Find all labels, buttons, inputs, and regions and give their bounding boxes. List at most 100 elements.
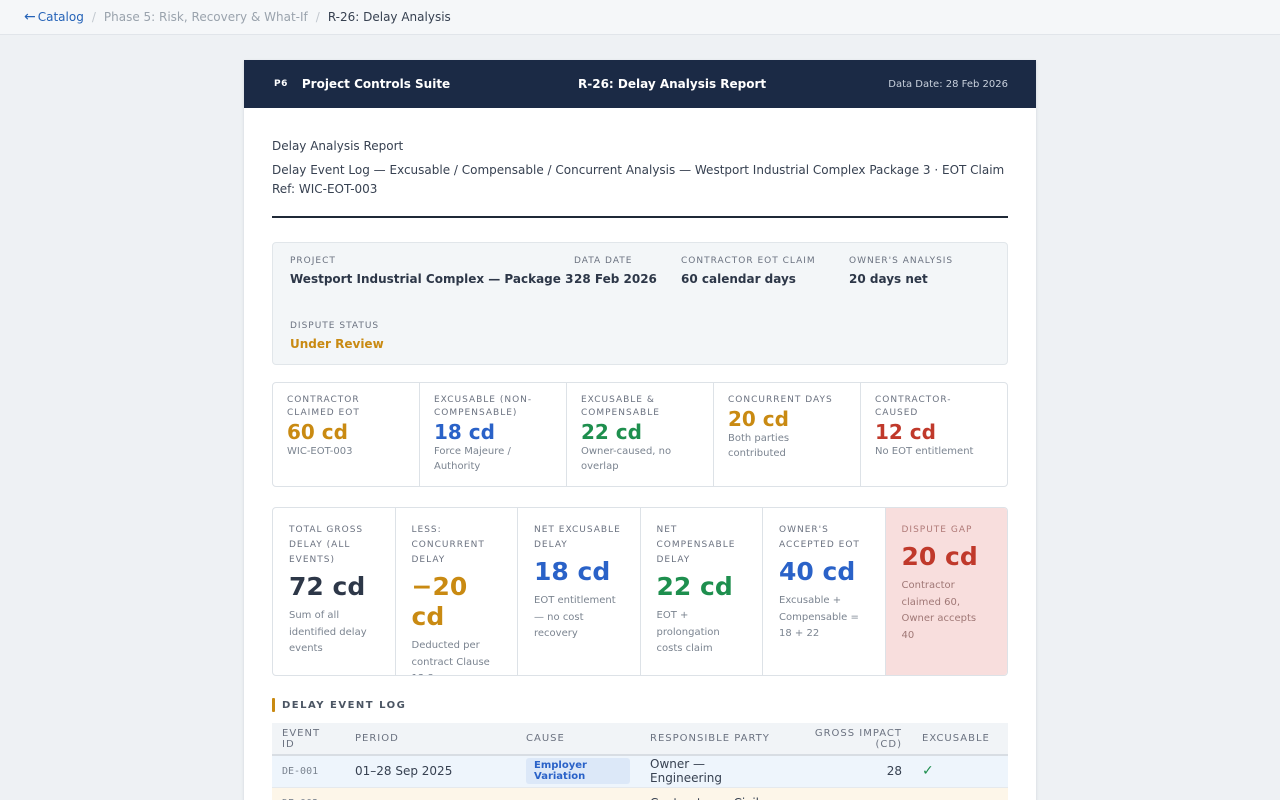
kpi-card: CONTRACTOR CLAIMED EOT 60 cd WIC-EOT-003: [273, 383, 420, 486]
info-label: DISPUTE STATUS: [290, 321, 380, 331]
calc-label: NET EXCUSABLE DELAY: [534, 525, 621, 550]
back-label: Catalog: [37, 10, 84, 24]
kpi-value: 20 cd: [728, 407, 789, 431]
check-icon: ✓: [922, 763, 934, 780]
info-label: CONTRACTOR EOT CLAIM: [681, 256, 816, 266]
kpi-summary-row: CONTRACTOR CLAIMED EOT 60 cd WIC-EOT-003…: [272, 382, 1008, 487]
kpi-label: CONCURRENT DAYS: [728, 395, 833, 405]
calc-card: TOTAL GROSS DELAY (ALL EVENTS) 72 cd Sum…: [273, 508, 396, 675]
table-header-row: EVENT ID PERIOD CAUSE RESPONSIBLE PARTY …: [272, 723, 1008, 756]
calc-value: 40 cd: [779, 557, 856, 586]
section-title-text: DELAY EVENT LOG: [282, 699, 407, 711]
header-data-date: Data Date: 28 Feb 2026: [888, 78, 1008, 90]
calc-note: EOT + prolongation costs claim: [656, 610, 720, 654]
cell-period: 01–28 Sep 2025: [345, 755, 516, 788]
delay-event-table: EVENT ID PERIOD CAUSE RESPONSIBLE PARTY …: [272, 723, 1008, 800]
column-header-cause[interactable]: CAUSE: [516, 723, 640, 756]
kpi-value: 18 cd: [434, 420, 495, 444]
section-title-delay-log: DELAY EVENT LOG: [272, 698, 1008, 712]
column-header-period[interactable]: PERIOD: [345, 723, 516, 756]
breadcrumb-current: R-26: Delay Analysis: [327, 10, 451, 24]
cell-excusable: [912, 787, 1008, 800]
info-value: Westport Industrial Complex — Package 3: [290, 272, 574, 286]
calc-label: LESS: CONCURRENT DELAY: [411, 525, 485, 565]
kpi-label: CONTRACTOR-CAUSED: [875, 395, 952, 418]
kpi-card: CONCURRENT DAYS 20 cd Both parties contr…: [714, 383, 861, 486]
column-header-gross-impact[interactable]: GROSS IMPACT (CD): [780, 723, 912, 756]
kpi-card: EXCUSABLE & COMPENSABLE 22 cd Owner-caus…: [567, 383, 714, 486]
document-title: Delay Analysis Report: [272, 139, 404, 153]
breadcrumb-separator: /: [315, 10, 320, 24]
info-owner-analysis: OWNER'S ANALYSIS 20 days net: [849, 256, 953, 286]
calc-value: 22 cd: [656, 572, 733, 601]
calc-label: NET COMPENSABLE DELAY: [656, 525, 736, 565]
suite-name: Project Controls Suite: [301, 77, 451, 91]
cell-cause: Employer Variation: [516, 755, 640, 788]
calc-label: OWNER'S ACCEPTED EOT: [779, 525, 860, 550]
section-accent-bar: [272, 698, 275, 712]
kpi-label: EXCUSABLE & COMPENSABLE: [581, 395, 660, 418]
table-row[interactable]: DE-002 Contractor — Civil: [272, 787, 1008, 800]
kpi-value: 60 cd: [287, 420, 348, 444]
info-dispute-status: DISPUTE STATUS Under Review: [290, 321, 384, 351]
calc-value: −20 cd: [411, 572, 468, 631]
report-sheet: P6 Project Controls Suite R-26: Delay An…: [244, 60, 1036, 800]
column-header-event-id[interactable]: EVENT ID: [272, 723, 345, 756]
document-subtitle: Delay Event Log — Excusable / Compensabl…: [272, 163, 1005, 196]
kpi-value: 12 cd: [875, 420, 936, 444]
kpi-note: WIC-EOT-003: [287, 446, 353, 457]
cell-gross-impact: 28: [780, 755, 912, 788]
project-info-panel: PROJECT Westport Industrial Complex — Pa…: [272, 242, 1008, 365]
column-header-excusable[interactable]: EXCUSABLE: [912, 723, 1008, 756]
kpi-note: Force Majeure / Authority: [434, 446, 511, 472]
cell-event-id: DE-001: [272, 755, 345, 788]
status-badge: Under Review: [290, 337, 384, 351]
cell-cause: [516, 787, 640, 800]
calc-note: Sum of all identified delay events: [289, 610, 367, 654]
cell-responsible-party: Owner — Engineering: [640, 755, 780, 788]
info-value: 60 calendar days: [681, 272, 796, 286]
calc-value: 20 cd: [901, 542, 978, 571]
breadcrumb: ← Catalog / Phase 5: Risk, Recovery & Wh…: [0, 0, 1280, 35]
kpi-note: No EOT entitlement: [875, 446, 974, 457]
divider: [272, 216, 1008, 218]
kpi-card: CONTRACTOR-CAUSED 12 cd No EOT entitleme…: [861, 383, 1007, 486]
column-header-responsible-party[interactable]: RESPONSIBLE PARTY: [640, 723, 780, 756]
kpi-value: 22 cd: [581, 420, 642, 444]
kpi-note: Owner-caused, no overlap: [581, 446, 672, 472]
cell-excusable: ✓: [912, 755, 1008, 788]
calc-value: 72 cd: [289, 572, 366, 601]
app-logo: P6: [274, 79, 288, 89]
kpi-label: EXCUSABLE (NON-COMPENSABLE): [434, 395, 533, 418]
info-label: PROJECT: [290, 256, 336, 266]
calc-label: DISPUTE GAP: [901, 525, 973, 535]
kpi-card: EXCUSABLE (NON-COMPENSABLE) 18 cd Force …: [420, 383, 567, 486]
arrow-left-icon: ←: [24, 9, 36, 25]
calc-card: LESS: CONCURRENT DELAY −20 cd Deducted p…: [396, 508, 518, 675]
report-title: R-26: Delay Analysis Report: [578, 77, 767, 91]
delay-calculation-row: TOTAL GROSS DELAY (ALL EVENTS) 72 cd Sum…: [272, 507, 1008, 676]
cell-gross-impact: [780, 787, 912, 800]
back-to-catalog-link[interactable]: ← Catalog: [24, 9, 84, 25]
calc-note: EOT entitlement — no cost recovery: [534, 595, 616, 639]
breadcrumb-phase[interactable]: Phase 5: Risk, Recovery & What-If: [103, 10, 308, 24]
dispute-gap-card: DISPUTE GAP 20 cd Contractor claimed 60,…: [885, 508, 1007, 675]
breadcrumb-separator: /: [91, 10, 96, 24]
report-header: P6 Project Controls Suite R-26: Delay An…: [244, 60, 1036, 108]
info-label: OWNER'S ANALYSIS: [849, 256, 954, 266]
cell-event-id: DE-002: [272, 787, 345, 800]
info-value: 28 Feb 2026: [574, 272, 657, 286]
info-value: 20 days net: [849, 272, 928, 286]
calc-value: 18 cd: [534, 557, 611, 586]
table-row[interactable]: DE-001 01–28 Sep 2025 Employer Variation…: [272, 755, 1008, 788]
calc-card: NET COMPENSABLE DELAY 22 cd EOT + prolon…: [641, 508, 763, 675]
calc-label: TOTAL GROSS DELAY (ALL EVENTS): [289, 525, 364, 565]
calc-card: OWNER'S ACCEPTED EOT 40 cd Excusable + C…: [763, 508, 886, 675]
calc-note: Excusable + Compensable = 18 + 22: [779, 595, 859, 639]
cell-period: [345, 787, 516, 800]
info-data-date: DATA DATE 28 Feb 2026: [574, 256, 657, 286]
info-project: PROJECT Westport Industrial Complex — Pa…: [290, 256, 573, 286]
info-contractor-claim: CONTRACTOR EOT CLAIM 60 calendar days: [681, 256, 816, 286]
calc-note: Deducted per contract Clause 13.8: [411, 640, 490, 675]
kpi-note: Both parties contributed: [728, 433, 790, 459]
